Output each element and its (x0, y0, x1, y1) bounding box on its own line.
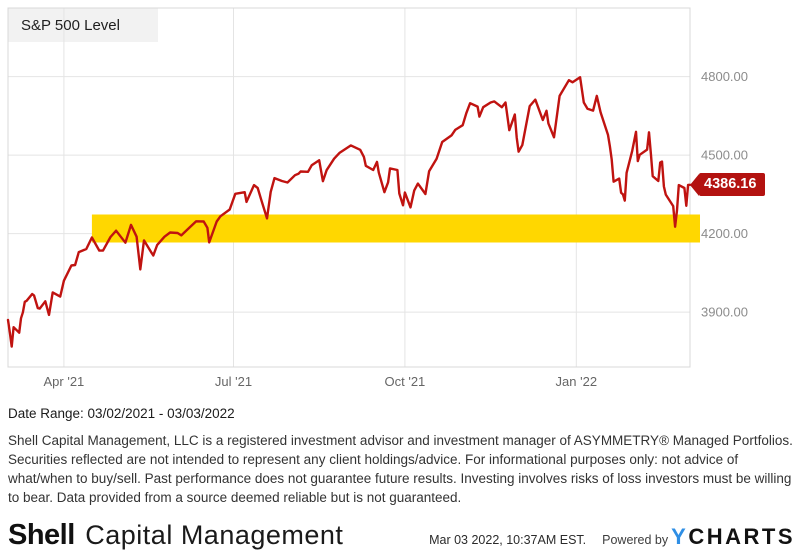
series-label-box (8, 8, 158, 42)
ycharts-logo-y: Y (671, 524, 689, 549)
x-axis-tick-label: Jul '21 (215, 374, 252, 389)
powered-by-label: Powered by (602, 533, 669, 547)
ycharts-logo-charts: CHARTS (688, 524, 795, 549)
price-chart-canvas: 4800.00 4500.00 4200.00 3900.00 Apr '21 Jul '… (6, 7, 748, 389)
badge-arrow-icon (690, 173, 699, 196)
disclaimer-text: Shell Capital Management, LLC is a regis… (8, 433, 793, 505)
plot-border (7, 7, 691, 368)
timestamp-label: Mar 03 2022, 10:37AM EST. (429, 533, 587, 547)
footer-right: Mar 03 2022, 10:37AM EST. Powered by YCH… (429, 524, 795, 550)
y-axis-tick-label: 4500.00 (701, 148, 748, 163)
footer: Shell Capital Management Mar 03 2022, 10… (8, 519, 795, 552)
x-axis-tick-label: Apr '21 (44, 374, 85, 389)
chart-area: 4800.00 4500.00 4200.00 3900.00 Apr '21 Jul '… (6, 7, 766, 389)
x-axis-tick-label: Jan '22 (556, 374, 598, 389)
date-range-label: Date Range: 03/02/2021 - 03/03/2022 (8, 406, 235, 421)
y-axis-tick-label: 4200.00 (701, 226, 748, 241)
last-value-badge: 4386.16 (690, 173, 766, 196)
last-value-text: 4386.16 (704, 176, 757, 192)
y-axis-tick-label: 3900.00 (701, 305, 748, 320)
x-axis-tick-label: Oct '21 (385, 374, 426, 389)
shell-capital-logo: Shell Capital Management (8, 519, 343, 552)
y-axis-tick-label: 4800.00 (701, 69, 748, 84)
highlight-band (91, 214, 700, 243)
ycharts-logo: YCHARTS (671, 524, 795, 550)
price-line (6, 76, 692, 348)
logo-word-shell: Shell (8, 519, 75, 551)
series-label: S&P 500 Level (21, 16, 120, 34)
logo-word-capital-management: Capital Management (85, 520, 344, 550)
